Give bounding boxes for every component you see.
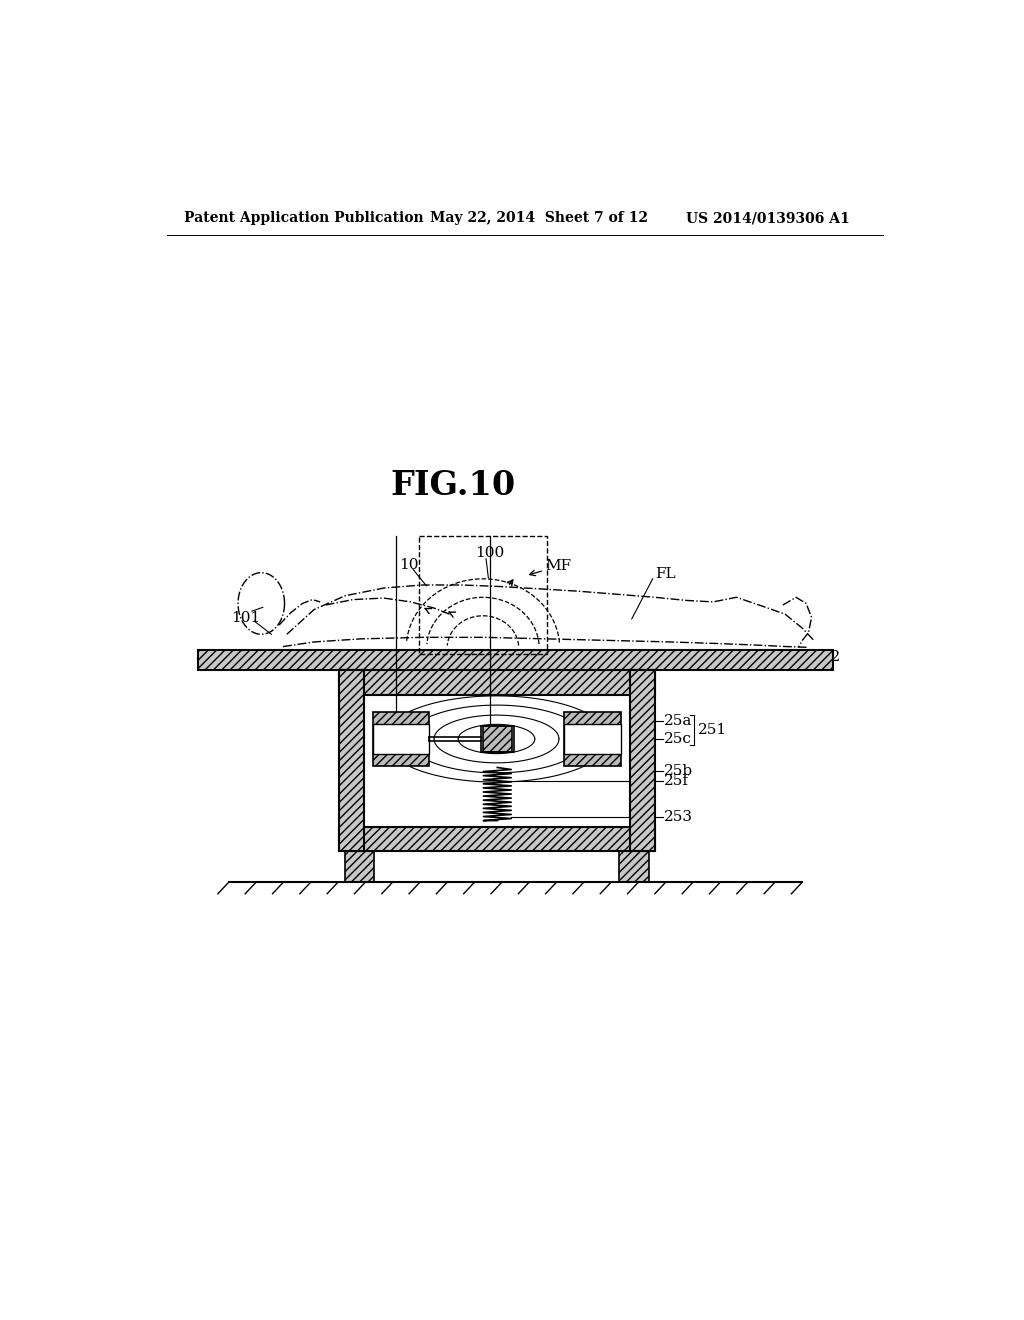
Text: 25c: 25c (665, 733, 692, 746)
Bar (630, 671, 655, 851)
Text: FIG.10: FIG.10 (391, 469, 516, 502)
Bar (419, 536, 547, 653)
Text: US 2014/0139306 A1: US 2014/0139306 A1 (686, 211, 850, 226)
Text: May 22, 2014  Sheet 7 of 12: May 22, 2014 Sheet 7 of 12 (430, 211, 648, 226)
Text: 101: 101 (231, 611, 260, 626)
Text: 25f: 25f (665, 775, 689, 788)
Text: 102: 102 (812, 649, 841, 664)
Bar (339, 826, 655, 851)
Bar (364, 696, 630, 826)
Text: Patent Application Publication: Patent Application Publication (183, 211, 424, 226)
Bar (373, 723, 429, 755)
Text: 253: 253 (665, 810, 693, 824)
Bar (345, 851, 375, 882)
Bar (339, 671, 364, 851)
Bar (620, 851, 649, 882)
Text: 25b: 25b (665, 763, 693, 777)
Text: 100: 100 (475, 545, 505, 560)
Bar (564, 723, 621, 755)
Bar (373, 711, 429, 766)
Bar (198, 649, 834, 671)
Bar (339, 671, 655, 696)
Text: FL: FL (655, 568, 676, 581)
Text: 10: 10 (399, 558, 419, 572)
Text: 25a: 25a (665, 714, 692, 729)
Text: 251: 251 (698, 723, 727, 737)
Bar (481, 726, 514, 752)
Bar (564, 711, 621, 766)
Bar (482, 726, 512, 752)
Text: MF: MF (545, 560, 571, 573)
